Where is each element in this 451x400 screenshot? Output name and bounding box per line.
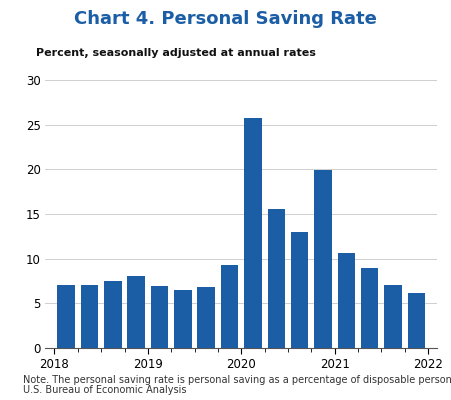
Bar (128, 276, 145, 348)
Bar (198, 287, 215, 348)
Bar (244, 118, 262, 348)
Bar (221, 265, 239, 348)
Bar (361, 268, 378, 348)
Bar (81, 284, 98, 348)
Text: Note. The personal saving rate is personal saving as a percentage of disposable : Note. The personal saving rate is person… (23, 375, 451, 385)
Text: Chart 4. Personal Saving Rate: Chart 4. Personal Saving Rate (74, 10, 377, 28)
Bar (267, 210, 285, 348)
Bar (174, 290, 192, 348)
Bar (104, 281, 122, 348)
Bar (314, 170, 332, 348)
Text: Percent, seasonally adjusted at annual rates: Percent, seasonally adjusted at annual r… (36, 48, 316, 58)
Bar (291, 232, 308, 348)
Bar (151, 286, 168, 348)
Bar (384, 284, 402, 348)
Bar (338, 253, 355, 348)
Text: U.S. Bureau of Economic Analysis: U.S. Bureau of Economic Analysis (23, 385, 186, 395)
Bar (57, 286, 75, 348)
Bar (408, 294, 425, 348)
